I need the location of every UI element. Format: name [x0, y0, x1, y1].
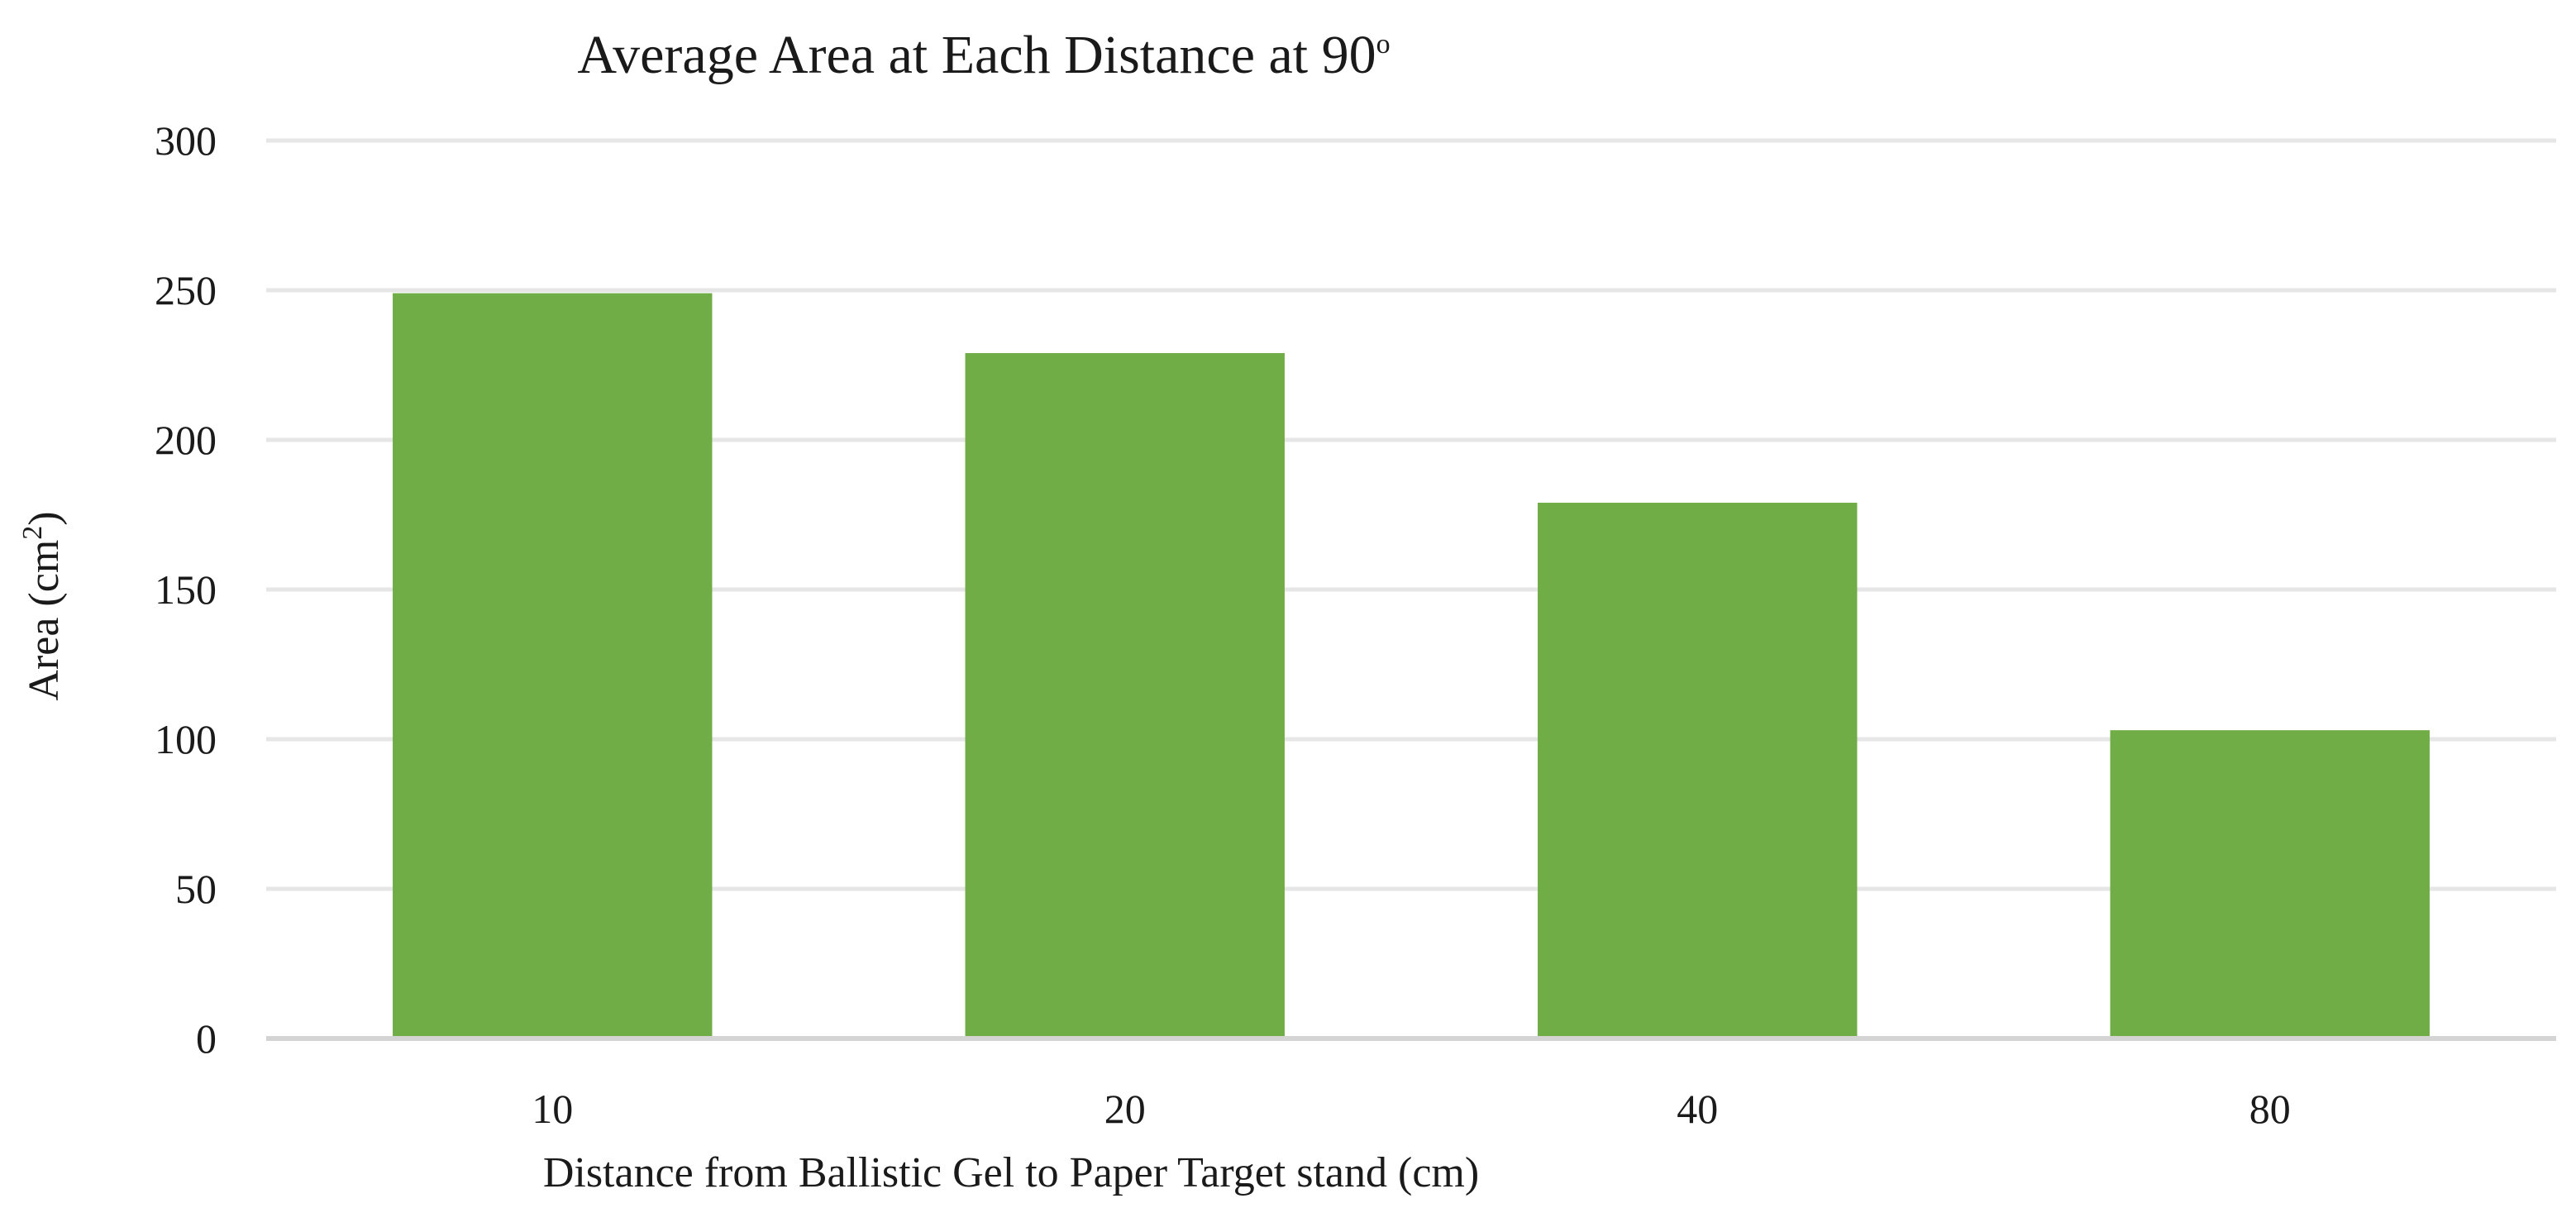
y-axis-ticks: 0 50 100 150 200 250 300: [155, 117, 217, 1062]
y-tick-label: 300: [155, 117, 217, 164]
bar-80: [2110, 730, 2430, 1038]
x-tick-label: 10: [532, 1086, 573, 1132]
y-tick-label: 150: [155, 566, 217, 613]
bar-10: [393, 293, 713, 1038]
y-axis-label-text: Area (cm: [21, 540, 68, 701]
y-tick-label: 50: [175, 866, 217, 912]
bar-40: [1538, 503, 1858, 1038]
y-axis-label-suffix: ): [21, 511, 68, 525]
y-tick-label: 100: [155, 716, 217, 762]
bar-20: [965, 353, 1285, 1038]
x-tick-label: 40: [1677, 1086, 1718, 1132]
y-tick-label: 250: [155, 267, 217, 313]
bars: [393, 293, 2430, 1038]
x-axis-ticks: 10 20 40 80: [532, 1086, 2291, 1132]
y-axis-label-superscript: 2: [17, 526, 48, 540]
chart-title-text: Average Area at Each Distance at 90: [577, 25, 1376, 85]
y-tick-label: 0: [196, 1015, 217, 1062]
chart-title-superscript: o: [1376, 29, 1391, 60]
y-tick-label: 200: [155, 417, 217, 463]
x-axis-label: Distance from Ballistic Gel to Paper Tar…: [543, 1149, 1479, 1196]
y-axis-label: Area (cm2): [17, 511, 68, 700]
x-tick-label: 20: [1104, 1086, 1146, 1132]
chart-title: Average Area at Each Distance at 90o: [577, 25, 1390, 85]
x-tick-label: 80: [2249, 1086, 2291, 1132]
